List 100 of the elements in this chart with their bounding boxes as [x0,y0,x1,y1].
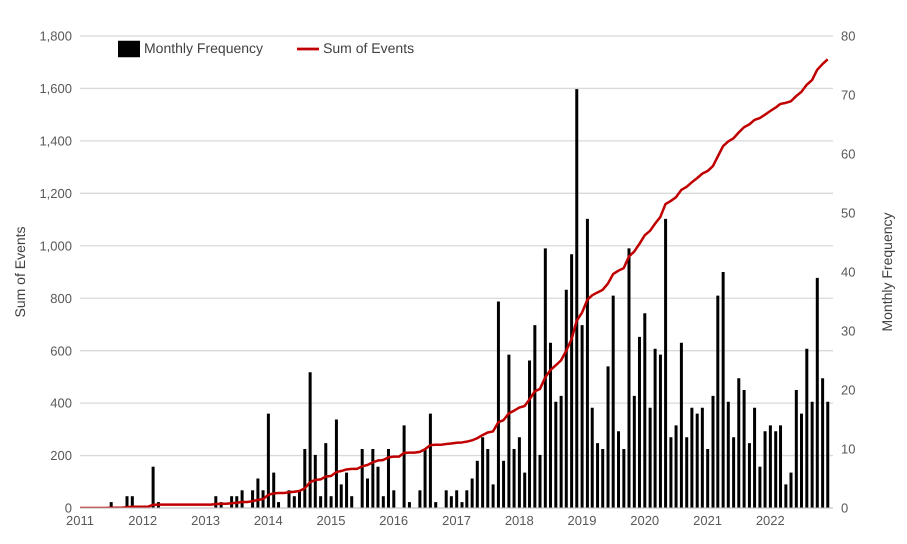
bar [696,414,699,508]
bar [690,408,694,508]
bar [821,378,824,508]
bar [617,431,620,508]
bar [816,278,819,508]
y-tick-label: 600 [50,343,72,358]
x-tick-label: 2021 [693,513,722,528]
bar [486,449,490,508]
y2-tick-label: 40 [841,264,856,280]
bar [722,272,725,508]
x-tick-label: 2014 [254,513,283,528]
bar [575,89,578,508]
bar [732,437,736,508]
bar [345,472,348,508]
bar [502,460,506,508]
bar [622,449,626,508]
bar [256,478,260,508]
bar [366,478,370,508]
bar [658,354,662,508]
bar [266,414,270,508]
bar [386,449,390,508]
bar [680,342,683,508]
bar [779,425,782,508]
x-tick-label: 2011 [66,513,94,528]
bar [402,425,406,508]
bar [753,408,756,508]
bar [376,466,380,508]
bar [784,484,788,508]
bar [492,484,495,508]
y2-tick-label: 50 [841,206,856,221]
bar [774,431,778,508]
bar [392,490,396,508]
bar [533,325,536,508]
x-tick-label: 2012 [128,513,158,528]
y-tick-label: 1,000 [39,238,72,254]
bar [564,290,568,508]
bar [330,496,333,508]
bar [455,490,458,508]
x-tick-label: 2019 [568,513,596,528]
bar [706,449,710,508]
bar [350,496,354,508]
legend-label: Sum of Events [323,40,414,56]
y2-axis-title: Monthly Frequency [878,212,895,332]
bar [716,296,720,508]
bar [544,248,547,508]
bar [800,414,803,508]
bar [638,336,641,508]
bar [272,472,276,508]
y-tick-label: 800 [50,290,72,306]
bar [560,396,563,508]
bar [277,502,280,508]
y-tick-label: 200 [50,448,72,464]
y2-tick-label: 80 [841,28,856,44]
bar [450,496,453,508]
bar [538,454,542,508]
bar [685,437,688,508]
bar [654,348,657,508]
bar [596,443,600,508]
x-tick-label: 2018 [504,513,534,528]
bar [606,366,610,508]
bar [627,248,630,508]
bar [632,396,636,508]
bar [314,454,317,508]
bar [424,449,427,508]
bar [292,496,296,508]
bar [737,378,740,508]
bar [794,390,798,508]
bar [700,408,704,508]
bar [481,437,484,508]
bar [528,360,532,508]
bar [371,449,374,508]
bar [496,302,500,508]
bar [382,496,385,508]
bar [319,496,322,508]
bar [664,218,668,508]
bar [601,449,604,508]
x-tick-label: 2020 [630,513,660,528]
y-tick-label: 0 [64,500,72,516]
y2-tick-label: 60 [841,146,856,162]
bar [570,254,574,508]
line-series [80,58,829,508]
bar [674,425,678,508]
bar [758,466,762,508]
bar [748,443,751,508]
bar [554,402,558,508]
bar [726,402,730,508]
bar [512,449,516,508]
bar [360,449,364,508]
x-tick-label: 2015 [316,513,346,528]
x-tick-label: 2022 [756,513,785,528]
bar [669,437,672,508]
bar [303,449,306,508]
bar [548,342,552,508]
bar [460,502,464,508]
y-tick-label: 1,800 [39,28,72,44]
bar [476,460,479,508]
bar [518,437,521,508]
x-tick-label: 2016 [379,513,408,528]
bar [790,472,793,508]
bar [810,402,814,508]
